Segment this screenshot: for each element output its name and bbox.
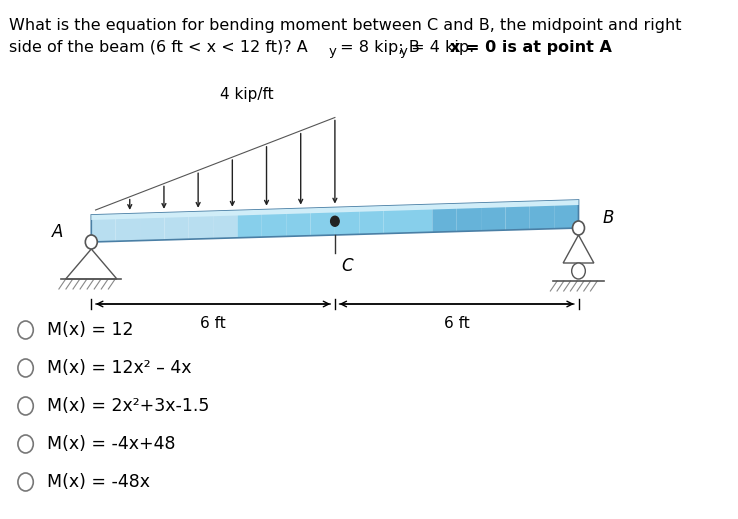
- Polygon shape: [408, 204, 432, 233]
- Text: 6 ft: 6 ft: [200, 316, 226, 331]
- Polygon shape: [116, 213, 140, 241]
- Text: M(x) = 2x²+3x-1.5: M(x) = 2x²+3x-1.5: [47, 397, 210, 415]
- Text: = 8 kip; B: = 8 kip; B: [335, 40, 420, 55]
- Text: M(x) = -48x: M(x) = -48x: [47, 473, 150, 491]
- Polygon shape: [262, 209, 286, 237]
- Polygon shape: [165, 212, 189, 240]
- Polygon shape: [563, 235, 594, 263]
- Text: A: A: [52, 223, 63, 241]
- Polygon shape: [432, 204, 457, 232]
- Text: y: y: [328, 45, 337, 58]
- Circle shape: [86, 235, 97, 249]
- Text: = 4 kip.: = 4 kip.: [406, 40, 480, 55]
- Text: 6 ft: 6 ft: [444, 316, 469, 331]
- Text: 4 kip/ft: 4 kip/ft: [221, 88, 274, 102]
- Text: y: y: [399, 45, 407, 58]
- Text: What is the equation for bending moment between C and B, the midpoint and right: What is the equation for bending moment …: [9, 18, 681, 33]
- Circle shape: [572, 263, 585, 279]
- Polygon shape: [554, 200, 579, 229]
- Text: x = 0 is at point A: x = 0 is at point A: [449, 40, 612, 55]
- Circle shape: [573, 221, 584, 235]
- Circle shape: [331, 216, 339, 226]
- Text: M(x) = 12: M(x) = 12: [47, 321, 134, 339]
- Polygon shape: [286, 208, 311, 236]
- Text: M(x) = -4x+48: M(x) = -4x+48: [47, 435, 176, 453]
- Polygon shape: [189, 211, 213, 239]
- Polygon shape: [384, 205, 408, 234]
- Polygon shape: [213, 211, 238, 239]
- Text: M(x) = 12x² – 4x: M(x) = 12x² – 4x: [47, 359, 191, 377]
- Polygon shape: [92, 200, 579, 220]
- Polygon shape: [506, 201, 530, 230]
- Polygon shape: [140, 213, 165, 241]
- Polygon shape: [335, 207, 359, 235]
- Text: C: C: [342, 257, 354, 275]
- Polygon shape: [457, 203, 481, 231]
- Polygon shape: [92, 214, 116, 242]
- Polygon shape: [359, 206, 384, 234]
- Polygon shape: [238, 210, 262, 238]
- Polygon shape: [530, 201, 554, 229]
- Polygon shape: [66, 249, 117, 279]
- Text: side of the beam (6 ft < x < 12 ft)? A: side of the beam (6 ft < x < 12 ft)? A: [9, 40, 307, 55]
- Polygon shape: [481, 202, 506, 231]
- Polygon shape: [311, 208, 335, 236]
- Text: B: B: [603, 209, 614, 227]
